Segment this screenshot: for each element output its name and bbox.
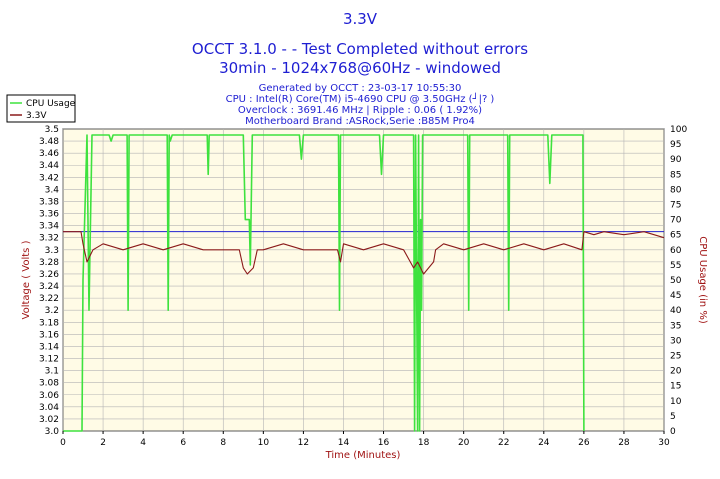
y-tick-label-right: 5 <box>670 412 676 422</box>
x-tick-label: 12 <box>298 438 309 448</box>
legend-box <box>6 94 76 123</box>
x-tick-label: 10 <box>258 438 270 448</box>
x-axis-label: Time (Minutes) <box>325 450 401 461</box>
x-tick-label: 30 <box>658 438 670 448</box>
x-tick-label: 6 <box>180 438 186 448</box>
series-line-cpu-usage <box>63 134 585 432</box>
y-tick-label-right: 0 <box>670 427 676 437</box>
x-tick-label: 8 <box>220 438 226 448</box>
y-tick-label-right: 100 <box>670 125 687 135</box>
x-tick-label: 20 <box>458 438 470 448</box>
y-tick-label-right: 10 <box>670 397 682 407</box>
y-tick-label-left: 3.2 <box>45 306 59 316</box>
chart-subtitle-2: 30min - 1024x768@60Hz - windowed <box>219 59 501 77</box>
y-tick-label-right: 35 <box>670 321 681 331</box>
y-tick-label-right: 20 <box>670 367 682 377</box>
y-tick-label-right: 40 <box>670 306 682 316</box>
chart-title: 3.3V <box>343 10 378 28</box>
y-tick-label-left: 3.4 <box>45 185 60 195</box>
x-tick-label: 4 <box>140 438 146 448</box>
y-axis-label-right: CPU Usage (in %) <box>697 236 708 324</box>
y-tick-label-left: 3.34 <box>39 222 59 232</box>
y-tick-label-left: 3.32 <box>39 234 59 244</box>
plot-area <box>62 128 665 432</box>
info-motherboard: Motherboard Brand :ASRock,Serie :B85M Pr… <box>245 116 475 127</box>
info-overclock: Overclock : 3691.46 MHz | Ripple : 0.06 … <box>238 105 482 116</box>
y-tick-label-right: 80 <box>670 185 682 195</box>
y-tick-label-left: 3.44 <box>39 161 59 171</box>
y-tick-label-right: 85 <box>670 170 681 180</box>
grid <box>62 128 665 432</box>
y-tick-label-left: 3.14 <box>39 342 59 352</box>
info-generated: Generated by OCCT : 23-03-17 10:55:30 <box>259 83 462 94</box>
y-tick-label-left: 3.1 <box>45 367 59 377</box>
y-tick-label-left: 3.16 <box>39 330 59 340</box>
y-tick-label-right: 90 <box>670 155 682 165</box>
y-tick-label-right: 70 <box>670 216 682 226</box>
y-tick-label-left: 3.28 <box>39 258 59 268</box>
y-axis-label-left: Voltage ( Volts ) <box>21 240 32 319</box>
x-tick-label: 14 <box>338 438 350 448</box>
info-cpu: CPU : Intel(R) Core(TM) i5-4690 CPU @ 3.… <box>226 92 495 105</box>
x-tick-label: 16 <box>378 438 390 448</box>
x-tick-label: 18 <box>418 438 430 448</box>
x-tick-label: 2 <box>100 438 106 448</box>
y-tick-label-left: 3.12 <box>39 355 59 365</box>
y-tick-label-right: 55 <box>670 261 681 271</box>
y-tick-label-left: 3.18 <box>39 318 59 328</box>
y-tick-label-left: 3.04 <box>39 403 59 413</box>
y-tick-label-left: 3.48 <box>39 137 59 147</box>
axis-ticks: 0 2 4 6 8 10 12 14 16 18 20 22 24 26 28 303.53.483.463.… <box>39 125 687 448</box>
y-tick-label-right: 65 <box>670 231 681 241</box>
y-tick-label-left: 3.24 <box>39 282 59 292</box>
x-tick-label: 0 <box>60 438 66 448</box>
chart-subtitle: OCCT 3.1.0 - - Test Completed without er… <box>192 40 528 58</box>
y-tick-label-left: 3.22 <box>39 294 59 304</box>
series-line-3-3v <box>63 231 665 275</box>
series-lines <box>63 134 665 432</box>
y-tick-label-right: 95 <box>670 140 681 150</box>
y-tick-label-right: 45 <box>670 291 681 301</box>
legend-label-cpu-usage: CPU Usage <box>26 99 76 109</box>
y-tick-label-left: 3.06 <box>39 391 59 401</box>
y-tick-label-left: 3.26 <box>39 270 59 280</box>
x-tick-label: 24 <box>538 438 550 448</box>
y-tick-label-left: 3.42 <box>39 173 59 183</box>
x-tick-label: 22 <box>498 438 509 448</box>
y-tick-label-right: 60 <box>670 246 682 256</box>
y-tick-label-right: 15 <box>670 382 681 392</box>
legend-label-3-3v: 3.3V <box>26 111 47 121</box>
y-tick-label-right: 30 <box>670 336 682 346</box>
x-tick-label: 28 <box>618 438 630 448</box>
y-tick-label-left: 3.46 <box>39 149 59 159</box>
y-tick-label-right: 50 <box>670 276 682 286</box>
y-tick-label-right: 25 <box>670 352 681 362</box>
y-tick-label-left: 3.08 <box>39 379 59 389</box>
y-tick-label-left: 3.38 <box>39 197 59 207</box>
y-tick-label-left: 3.0 <box>45 427 60 437</box>
y-tick-label-right: 75 <box>670 201 681 211</box>
y-tick-label-left: 3.36 <box>39 210 59 220</box>
x-tick-label: 26 <box>578 438 590 448</box>
y-tick-label-left: 3.5 <box>45 125 59 135</box>
y-tick-label-left: 3.02 <box>39 415 59 425</box>
legend: CPU Usage 3.3V <box>6 94 76 123</box>
y-tick-label-left: 3.3 <box>45 246 59 256</box>
